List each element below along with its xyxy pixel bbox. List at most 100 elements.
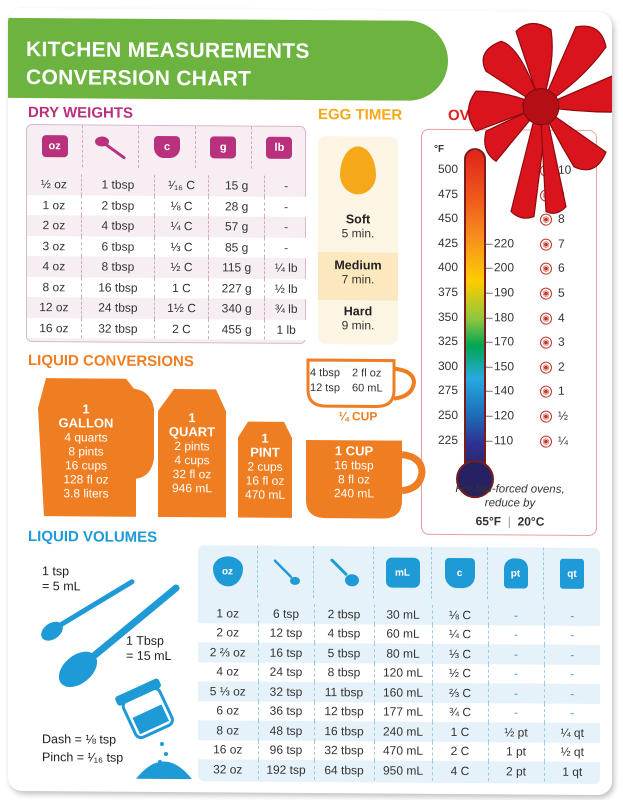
table-cell: 96 tsp	[258, 740, 314, 761]
table-cell: ⅓ C	[154, 236, 209, 258]
egg-timer-title: EGG TIMER	[318, 106, 403, 124]
pinch-info: Pinch = ¹⁄₁₆ tsp	[42, 750, 124, 765]
gas-mark-icon: ◉	[540, 238, 552, 251]
table-cell: -	[284, 220, 289, 235]
gas-mark-icon: ◉	[540, 385, 552, 399]
egg-timer-panel: Soft 5 min. Medium 7 min. Hard 9 min.	[318, 136, 398, 345]
gallon-jug-icon	[38, 378, 154, 517]
table-cell: 2 ⅔ oz	[198, 642, 258, 663]
table-cell: -	[284, 179, 289, 194]
table-cell: 85 g	[208, 236, 265, 258]
scale-lb-icon: lb	[266, 136, 293, 159]
table-cell: 4 oz	[198, 661, 258, 682]
table-cell: -	[488, 644, 544, 665]
egg-hard: Hard 9 min.	[341, 304, 375, 333]
salt-pile-icon	[136, 761, 192, 780]
table-cell: 32 tbsp	[314, 740, 374, 761]
oven-temperature-row: 375 190 ◉ 5–	[422, 285, 598, 302]
table-cell: 15 g	[208, 175, 265, 197]
table-cell: ½ qt	[544, 742, 600, 763]
table-cell: 12 tsp	[258, 623, 314, 644]
table-cell: ⅔ C	[432, 682, 488, 703]
table-cell: ¹⁄₁₆ C	[154, 174, 209, 196]
table-cell: 3 oz	[27, 235, 82, 257]
table-cell: -	[570, 686, 575, 701]
gas-mark-value: 5	[558, 285, 565, 300]
table-cell: 80 mL	[374, 643, 432, 664]
table-cell: -	[488, 605, 544, 626]
table-cell: ⅛ C	[432, 604, 488, 625]
celsius-value: 120	[494, 408, 515, 423]
oven-temperature-row: 275 140 ◉ 1–	[422, 383, 598, 400]
table-cell: 1 lb	[264, 319, 307, 340]
table-cell: -	[264, 196, 307, 217]
table-cell: 6 tsp	[258, 603, 314, 624]
table-cell: 2 oz	[27, 215, 82, 236]
ml-cup-icon: mL	[385, 557, 420, 588]
table-cell: 4 C	[432, 760, 488, 781]
celsius-value: 140	[494, 383, 515, 398]
table-cell: 12 oz	[27, 297, 82, 318]
table-cell: 340 g	[208, 298, 265, 320]
celsius-value: 110	[494, 432, 514, 448]
oven-temperature-row: 225 110 ◉ ¼ –	[422, 432, 598, 449]
table-cell: 5 tbsp	[314, 643, 374, 663]
table-cell: ⅛ C	[154, 195, 209, 217]
table-cell: 2 C	[154, 318, 209, 340]
liquid-volumes-title: LIQUID VOLUMES	[28, 528, 158, 546]
table-row: 1 oz 2 tbsp ⅛ C 28 g-	[27, 194, 307, 217]
liquid-volumes-table: oz mL c pt qt 1 oz 6 tsp 2 tbsp 30 mL ⅛ C--2…	[198, 545, 600, 785]
table-cell: 32 tsp	[258, 681, 314, 702]
table-cell: 6 tbsp	[81, 235, 155, 257]
liquid-volumes-icon-row: oz mL c pt qt	[198, 545, 600, 600]
table-cell: 2 pt	[488, 761, 544, 782]
oven-temperature-row: 350 180 ◉ 4–	[422, 309, 598, 326]
teaspoon-illustration-icon	[41, 621, 63, 641]
quart-info: 1 QUART 2 pints 4 cups 32 fl oz 946 mL	[168, 410, 216, 496]
quarter-cup-info: 4 tbsp 2 fl oz 12 tsp 60 mL	[310, 367, 383, 395]
quart-icon: qt	[560, 558, 584, 589]
pint-info: 1 PINT 2 cups 16 fl oz 470 mL	[244, 430, 286, 502]
table-cell: ¼ lb	[274, 261, 298, 276]
table-cell: 64 tbsp	[314, 760, 374, 780]
celsius-value: 220	[494, 236, 515, 251]
table-cell: 227 g	[208, 277, 265, 299]
gas-mark-value: 6	[558, 261, 565, 276]
table-cell: 8 tbsp	[81, 256, 155, 278]
table-row: 4 oz 8 tbsp ½ C 115 g ¼ lb	[27, 256, 307, 279]
cup-icon: c	[154, 135, 180, 159]
celsius-value: 150	[494, 359, 515, 374]
gas-mark-value: ½	[558, 408, 569, 423]
table-cell: 1 C	[154, 277, 209, 299]
table-cell: ¼ C	[432, 624, 488, 645]
scale-g-icon: g	[210, 136, 237, 159]
table-cell: 1 oz	[198, 603, 258, 624]
celsius-value: 170	[494, 334, 515, 349]
table-cell: 48 tsp	[258, 720, 314, 741]
gas-mark-icon: ◉	[540, 336, 552, 349]
pint-icon: pt	[503, 558, 528, 589]
table-cell: 6 oz	[198, 700, 258, 721]
table-cell: ½ pt	[488, 722, 544, 743]
gas-mark-icon: ◉	[540, 435, 552, 448]
dash-info: Dash = ⅛ tsp	[42, 732, 117, 747]
fahrenheit-value: 325	[437, 334, 458, 349]
fan-forced-note: For fan-forced ovens, reduce by	[455, 483, 565, 510]
gas-mark-icon: ◉	[540, 312, 552, 325]
table-cell: ⅓ C	[432, 643, 488, 664]
table-row: 12 oz 24 tbsp 1½ C 340 g ¾ lb	[27, 297, 307, 320]
fahrenheit-value: 225	[437, 432, 458, 447]
fahrenheit-value: 425	[437, 235, 458, 250]
table-row: 3 oz 6 tbsp ⅓ C 85 g-	[27, 235, 307, 258]
oven-temperature-row: 300 150 ◉ 2–	[422, 359, 598, 376]
table-cell: 1 C	[432, 721, 488, 742]
tablespoon-illustration-icon	[58, 651, 98, 688]
gas-mark-value: 3	[558, 334, 565, 349]
table-cell: 28 g	[208, 195, 265, 217]
table-cell: 1 pt	[488, 741, 544, 762]
oven-temperature-row: 250 120 ◉ ½ –	[422, 408, 598, 425]
oz-drop-icon: oz	[212, 556, 243, 587]
gas-mark-value: 1	[558, 384, 565, 399]
